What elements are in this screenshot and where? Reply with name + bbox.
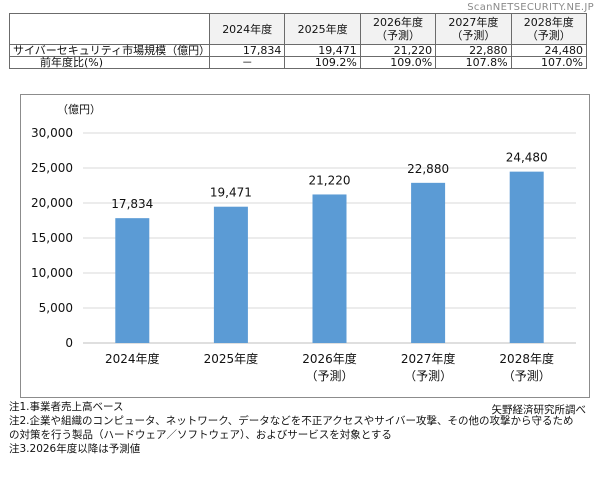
note-line: 注1.事業者売上高ベース (9, 401, 124, 413)
x-category-sublabel: （予測） (404, 369, 452, 383)
x-category-label: 2026年度 (302, 351, 357, 366)
note-line: の対策を行う製品（ハードウェア／ソフトウェア）、およびサービスを対象とする (9, 429, 392, 441)
table-cell: 19,471 (284, 44, 361, 57)
y-tick-label: 10,000 (31, 266, 73, 280)
bar-value-label: 17,834 (111, 197, 153, 211)
table-row-yoy: 前年度比(%) － 109.2% 109.0% 107.8% 107.0% (9, 56, 588, 69)
table-row-market-size: サイバーセキュリティ市場規模（億円） 17,834 19,471 21,220 … (9, 44, 588, 57)
y-tick-label: 20,000 (31, 196, 73, 210)
x-category-label: 2028年度 (499, 351, 554, 366)
table-cell: 24,480 (510, 44, 588, 57)
table-cell: 22,880 (435, 44, 512, 57)
header-cell-2027: 2027年度 （予測） (435, 13, 512, 45)
x-category-sublabel: （予測） (503, 369, 551, 383)
header-cell-2028: 2028年度 （予測） (510, 13, 588, 45)
table-cell: 107.8% (435, 56, 512, 69)
bar-chart-panel: （億円） 0 5,000 10,000 15,000 20,000 25,000 30,00… (20, 94, 590, 398)
table-cell: 107.0% (510, 56, 588, 69)
bar (115, 218, 150, 343)
bar (411, 182, 446, 343)
bar-chart: 0 5,000 10,000 15,000 20,000 25,000 30,000 17,8… (31, 126, 576, 383)
note-line: 注3.2026年度以降は予測値 (9, 443, 141, 455)
bar (213, 206, 248, 343)
table-cell: 109.0% (359, 56, 437, 69)
bar-value-label: 22,880 (407, 162, 449, 176)
x-category-sublabel: （予測） (305, 369, 353, 383)
source-credit: 矢野経済研究所調べ (491, 404, 587, 416)
y-axis-unit-label: （億円） (57, 103, 101, 116)
x-category-label: 2027年度 (401, 351, 456, 366)
table-cell: － (208, 56, 286, 69)
header-cell-2026: 2026年度 （予測） (359, 13, 437, 45)
bar-value-label: 19,471 (210, 186, 252, 200)
y-tick-label: 25,000 (31, 161, 73, 175)
y-tick-label: 15,000 (31, 231, 73, 245)
row-label-yoy: 前年度比(%) (9, 56, 210, 69)
y-tick-label: 0 (65, 336, 73, 350)
row-label-market-size: サイバーセキュリティ市場規模（億円） (9, 44, 210, 57)
x-category-label: 2025年度 (204, 351, 259, 366)
bar-value-label: 21,220 (309, 173, 351, 187)
note-line: 注2.企業や組織のコンピュータ、ネットワーク、データなどを不正アクセスやサイバー… (9, 415, 574, 427)
bar-value-label: 24,480 (506, 151, 548, 165)
header-cell-2024: 2024年度 (208, 13, 286, 45)
y-tick-label: 5,000 (39, 301, 73, 315)
notes-block: 注1.事業者売上高ベース 注2.企業や組織のコンピュータ、ネットワーク、データな… (9, 400, 594, 456)
table-cell: 21,220 (359, 44, 437, 57)
table-header-row: 2024年度 2025年度 2026年度 （予測） 2027年度 （予測） 2028… (9, 13, 588, 45)
x-category-label: 2024年度 (105, 351, 160, 366)
y-tick-label: 30,000 (31, 126, 73, 140)
market-size-table: 2024年度 2025年度 2026年度 （予測） 2027年度 （予測） 2028… (9, 13, 588, 69)
table-corner-cell (9, 13, 210, 45)
header-cell-2025: 2025年度 (284, 13, 361, 45)
bar (312, 194, 347, 343)
table-cell: 17,834 (208, 44, 286, 57)
watermark: ScanNETSECURITY.NE.JP (467, 2, 594, 13)
table-cell: 109.2% (284, 56, 361, 69)
bar (509, 171, 544, 343)
